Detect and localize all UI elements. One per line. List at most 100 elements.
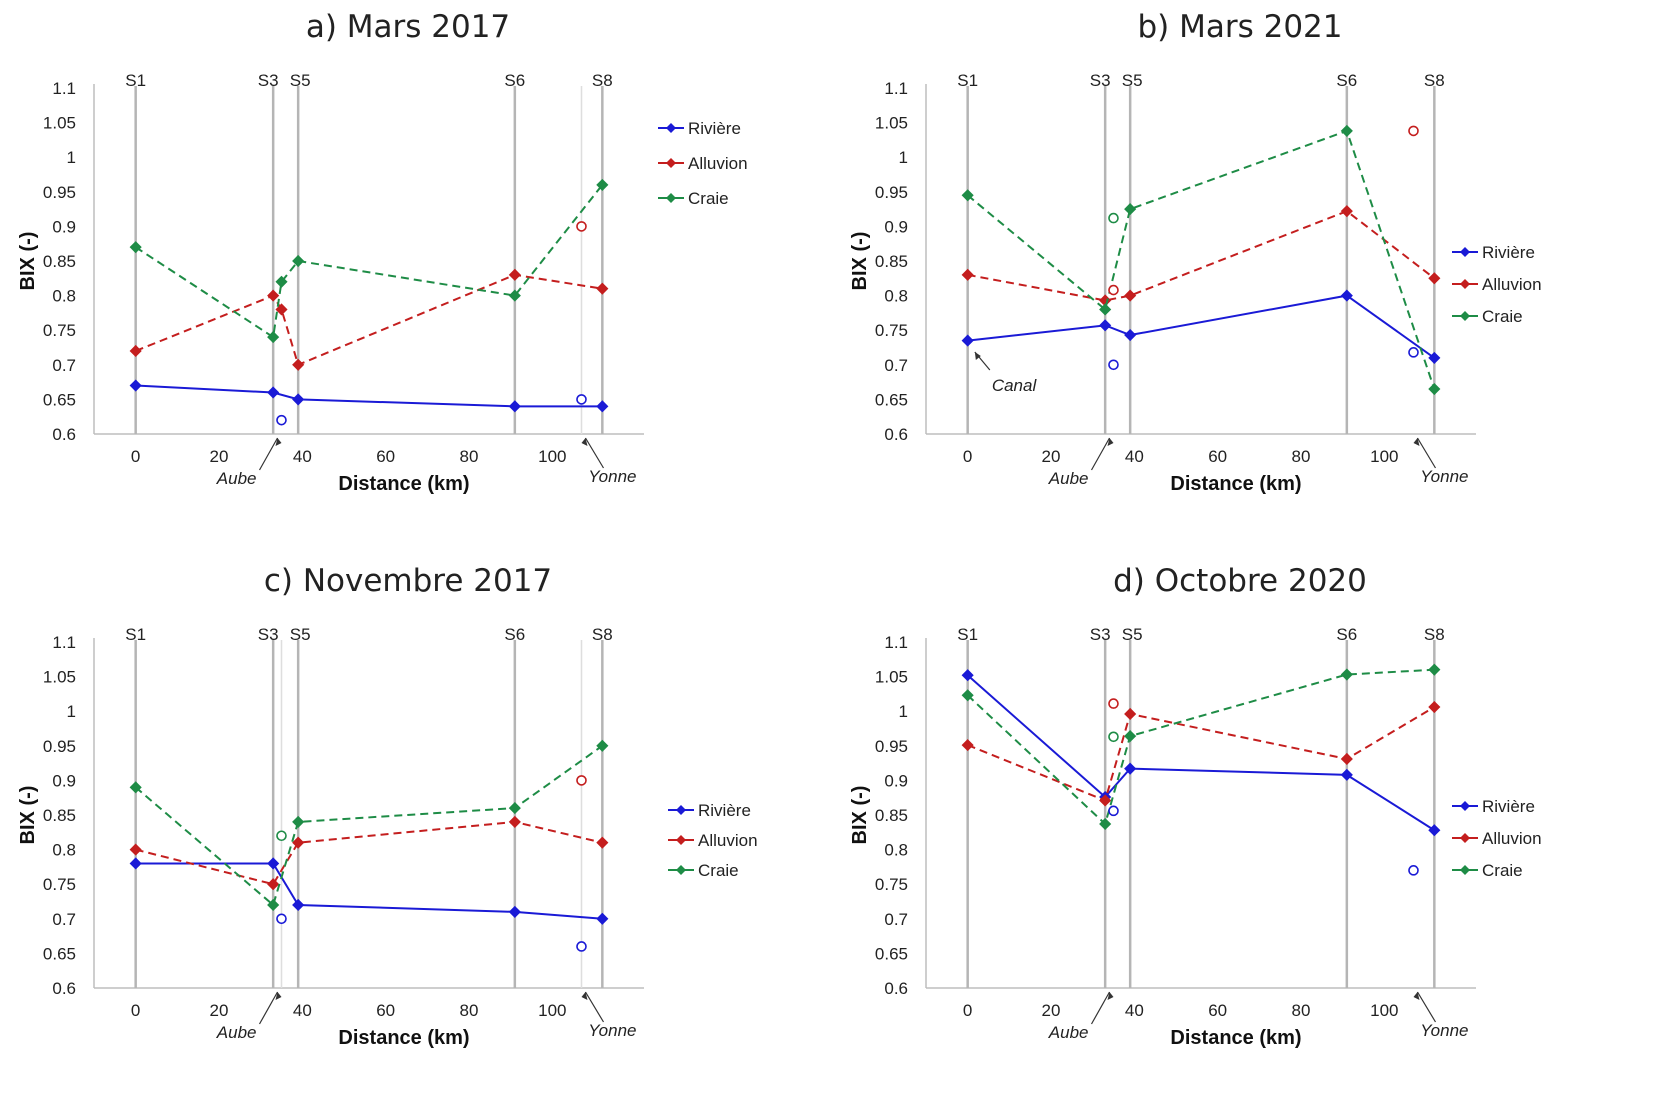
series-line-riviere <box>135 862 603 920</box>
y-tick-label: 0.6 <box>52 979 76 998</box>
data-point-riviere <box>1428 351 1441 364</box>
series-line-riviere <box>135 384 603 408</box>
data-point-alluvion <box>129 344 142 358</box>
y-tick-label: 1.05 <box>43 114 76 133</box>
y-tick-label: 1 <box>899 148 908 167</box>
y-tick-label: 0.75 <box>875 321 908 340</box>
data-point-alluvion <box>508 268 521 281</box>
data-point-craie <box>508 289 521 302</box>
tributary-point-riviere <box>576 394 587 405</box>
x-tick-label: 100 <box>1370 447 1398 466</box>
data-point-craie <box>129 781 142 794</box>
data-point-alluvion <box>292 358 305 371</box>
x-tick-label: 20 <box>1042 447 1061 466</box>
data-point-riviere <box>1340 289 1353 302</box>
station-label: S3 <box>258 625 279 644</box>
data-point-riviere <box>1124 328 1137 342</box>
legend-marker-icon <box>1460 279 1470 289</box>
legend-marker-icon <box>1460 801 1470 811</box>
x-tick-label: 100 <box>1370 1001 1398 1020</box>
x-tick-label: 80 <box>1292 1001 1311 1020</box>
y-tick-label: 0.8 <box>52 841 76 860</box>
x-tick-label: 60 <box>1208 1001 1227 1020</box>
data-point-alluvion <box>596 836 609 849</box>
legend-marker-icon <box>666 158 676 168</box>
annotation-arrow <box>584 991 605 1023</box>
series-line-craie <box>135 184 604 339</box>
tributary-point-riviere <box>576 941 587 952</box>
x-tick-label: 40 <box>293 447 312 466</box>
y-tick-label: 1.05 <box>875 668 908 687</box>
y-axis-title: BIX (-) <box>849 786 871 845</box>
chart-svg: d) Octobre 2020 0.6 0.65 0.7 0.75 0.8 0.85 0.9 0… <box>849 563 1542 1049</box>
chart-title: d) Octobre 2020 <box>1113 563 1367 599</box>
station-label: S3 <box>1090 625 1111 644</box>
data-point-alluvion <box>596 282 609 295</box>
series-line-craie <box>135 744 603 907</box>
x-tick-label: 60 <box>376 447 395 466</box>
legend-label-craie: Craie <box>1482 307 1523 326</box>
y-tick-label: 0.95 <box>43 737 76 756</box>
y-tick-label: 1.1 <box>52 633 76 652</box>
y-tick-label: 0.65 <box>875 390 908 409</box>
y-tick-label: 1 <box>67 148 76 167</box>
x-tick-label: 80 <box>460 447 479 466</box>
data-point-alluvion <box>961 739 974 752</box>
data-point-riviere <box>1340 768 1353 781</box>
y-tick-label: 1.05 <box>875 114 908 133</box>
data-point-riviere <box>596 400 609 413</box>
y-tick-label: 0.95 <box>43 183 76 202</box>
tributary-point-riviere <box>1108 805 1119 817</box>
annotation-label: Canal <box>992 376 1038 395</box>
annotation-arrow <box>1090 991 1111 1025</box>
data-point-alluvion <box>267 289 280 302</box>
y-tick-label: 0.85 <box>875 806 908 825</box>
y-tick-label: 0.8 <box>884 841 908 860</box>
legend-label-craie: Craie <box>688 189 729 208</box>
chart-svg: b) Mars 2021 0.6 0.65 0.7 0.75 0.8 0.85 0.9 0.95… <box>849 9 1542 495</box>
y-tick-label: 0.85 <box>875 252 908 271</box>
y-tick-label: 1.1 <box>52 79 76 98</box>
tributary-point-craie <box>1108 212 1119 224</box>
data-point-craie <box>1124 730 1137 743</box>
tributary-point-riviere <box>1408 347 1419 358</box>
data-point-craie <box>596 178 609 191</box>
tributary-point-craie <box>1108 731 1119 743</box>
y-tick-label: 0.75 <box>875 875 908 894</box>
y-tick-label: 0.75 <box>43 321 76 340</box>
y-tick-label: 0.9 <box>884 217 908 236</box>
x-tick-label: 60 <box>376 1001 395 1020</box>
data-point-alluvion <box>961 268 974 281</box>
arrow-head-icon <box>974 352 981 361</box>
y-tick-label: 0.8 <box>52 287 76 306</box>
station-label: S6 <box>1336 71 1357 90</box>
data-point-alluvion <box>1428 700 1441 714</box>
y-axis-title: BIX (-) <box>849 232 871 291</box>
x-tick-label: 20 <box>1042 1001 1061 1020</box>
x-axis-title: Distance (km) <box>1170 1027 1301 1049</box>
data-point-craie <box>1428 382 1441 396</box>
station-label: S3 <box>1090 71 1111 90</box>
y-tick-label: 0.85 <box>43 806 76 825</box>
annotation-label: Aube <box>1048 469 1089 488</box>
arrow-head-icon <box>1107 992 1114 1000</box>
tributary-point-alluvion <box>1108 698 1119 709</box>
legend-label-riviere: Rivière <box>698 801 751 820</box>
x-tick-label: 40 <box>1125 447 1144 466</box>
data-point-craie <box>267 898 280 912</box>
arrow-head-icon <box>1413 992 1420 1000</box>
data-point-riviere <box>292 898 305 912</box>
chart-title: a) Mars 2017 <box>306 9 510 45</box>
x-tick-label: 40 <box>293 1001 312 1020</box>
legend-marker-icon <box>676 805 686 815</box>
x-tick-label: 20 <box>210 447 229 466</box>
y-tick-label: 0.7 <box>884 356 908 375</box>
x-tick-label: 0 <box>131 1001 140 1020</box>
legend-label-alluvion: Alluvion <box>1482 275 1542 294</box>
arrow-head-icon <box>275 438 282 446</box>
data-point-craie <box>1099 817 1112 831</box>
annotation-arrow <box>1416 437 1437 469</box>
data-point-riviere <box>596 912 609 925</box>
data-point-riviere <box>508 400 521 413</box>
annotation-arrow <box>1090 437 1111 471</box>
